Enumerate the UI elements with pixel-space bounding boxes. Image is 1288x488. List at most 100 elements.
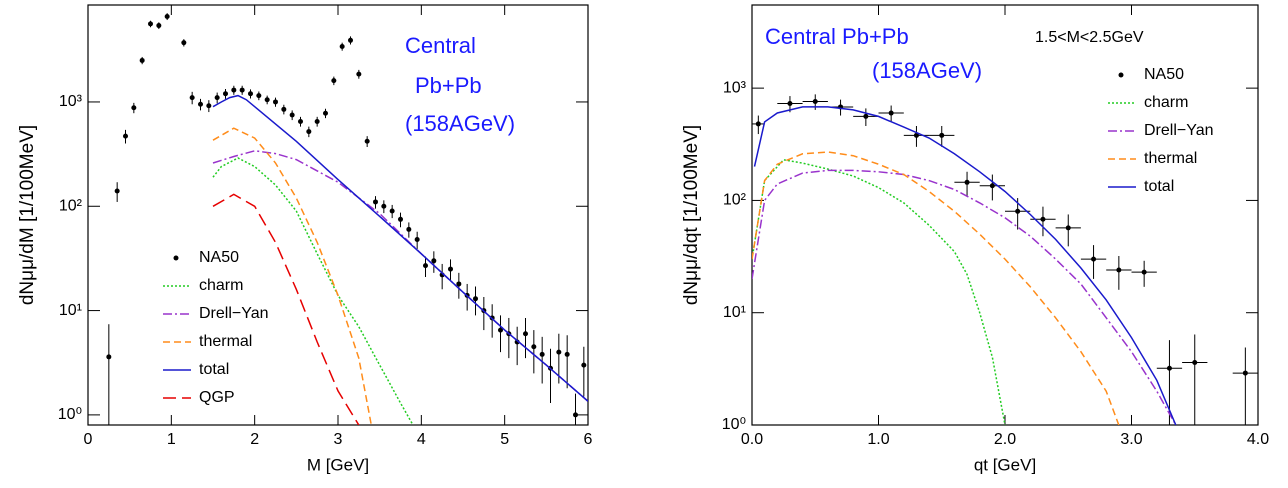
data-point bbox=[1166, 365, 1172, 371]
data-point bbox=[198, 101, 203, 107]
data-point bbox=[498, 327, 503, 333]
data-point bbox=[364, 138, 370, 144]
y-tick-label: 10² bbox=[723, 192, 747, 209]
legend-label: charm bbox=[199, 277, 243, 294]
annotation: Central bbox=[405, 33, 476, 58]
legend-label: charm bbox=[1144, 94, 1188, 111]
data-point bbox=[456, 281, 462, 287]
data-point bbox=[248, 91, 253, 97]
data-point bbox=[189, 95, 195, 101]
data-point bbox=[863, 113, 869, 119]
x-tick-label: 1 bbox=[167, 431, 176, 448]
curve bbox=[212, 157, 414, 425]
data-point bbox=[556, 349, 562, 355]
data-point bbox=[206, 103, 212, 109]
x-tick-label: 2.0 bbox=[994, 431, 1016, 448]
annotation: Central Pb+Pb bbox=[765, 24, 909, 49]
curve bbox=[753, 106, 1177, 425]
x-tick-label: 4.0 bbox=[1247, 431, 1269, 448]
legend-marker bbox=[173, 255, 179, 261]
data-point bbox=[223, 91, 228, 97]
data-point bbox=[1065, 225, 1071, 231]
legend-label: Drell−Yan bbox=[1144, 122, 1214, 139]
data-point bbox=[423, 263, 428, 269]
data-point bbox=[1192, 360, 1198, 366]
data-point bbox=[888, 110, 894, 116]
legend-label: total bbox=[199, 361, 229, 378]
y-tick-label: 10¹ bbox=[723, 304, 746, 321]
data-point bbox=[1141, 269, 1147, 275]
data-point bbox=[1091, 256, 1097, 262]
data-point bbox=[348, 37, 353, 43]
data-point bbox=[964, 179, 970, 185]
y-tick-label: 10⁰ bbox=[58, 406, 82, 423]
curve bbox=[212, 94, 588, 402]
legend-marker bbox=[1118, 72, 1124, 78]
data-point bbox=[264, 97, 270, 103]
data-point bbox=[755, 121, 761, 127]
x-tick-label: 3 bbox=[334, 431, 343, 448]
annotation: Pb+Pb bbox=[415, 73, 482, 98]
legend-label: NA50 bbox=[1144, 66, 1184, 83]
x-tick-label: 3.0 bbox=[1120, 431, 1142, 448]
curve bbox=[752, 158, 1006, 425]
data-point bbox=[306, 129, 312, 135]
data-point bbox=[231, 87, 237, 93]
data-point bbox=[406, 226, 412, 232]
data-point bbox=[289, 112, 295, 118]
data-point bbox=[164, 13, 170, 19]
curve bbox=[212, 150, 588, 402]
x-tick-label: 1.0 bbox=[867, 431, 889, 448]
y-axis-label: dNμμ/dM [1/100MeV] bbox=[17, 125, 38, 305]
data-point bbox=[939, 132, 945, 138]
x-tick-label: 4 bbox=[417, 431, 426, 448]
data-point bbox=[181, 40, 187, 46]
legend-label: NA50 bbox=[199, 249, 239, 266]
x-tick-label: 6 bbox=[584, 431, 593, 448]
data-point bbox=[473, 296, 478, 302]
data-point bbox=[989, 183, 995, 189]
legend-label: QGP bbox=[199, 389, 235, 406]
data-point bbox=[323, 110, 328, 116]
y-tick-label: 10³ bbox=[723, 79, 747, 96]
legend-label: thermal bbox=[1144, 150, 1197, 167]
x-tick-label: 0.0 bbox=[741, 431, 763, 448]
data-point bbox=[1040, 216, 1046, 222]
data-point bbox=[414, 237, 420, 243]
data-point bbox=[381, 203, 387, 209]
legend-label: total bbox=[1144, 178, 1174, 195]
y-tick-label: 10⁰ bbox=[722, 416, 746, 433]
data-point bbox=[913, 132, 919, 138]
data-point bbox=[356, 71, 362, 77]
data-point bbox=[1116, 267, 1122, 273]
legend-label: Drell−Yan bbox=[199, 305, 269, 322]
data-point bbox=[139, 57, 145, 63]
data-point bbox=[156, 23, 162, 29]
x-tick-label: 0 bbox=[84, 431, 93, 448]
data-point bbox=[114, 188, 120, 194]
data-point bbox=[523, 331, 528, 337]
data-point bbox=[581, 362, 587, 368]
curve bbox=[212, 127, 373, 425]
curve bbox=[752, 169, 1177, 425]
data-point bbox=[373, 199, 378, 205]
data-point bbox=[314, 118, 320, 124]
curve bbox=[212, 193, 360, 425]
data-point bbox=[214, 95, 220, 101]
data-point bbox=[106, 354, 112, 360]
data-point bbox=[239, 87, 245, 93]
y-tick-label: 10³ bbox=[59, 93, 83, 110]
data-point bbox=[389, 208, 395, 214]
y-tick-label: 10¹ bbox=[59, 302, 82, 319]
plot-frame bbox=[87, 4, 589, 426]
data-point bbox=[431, 258, 437, 264]
legend-label: thermal bbox=[199, 333, 252, 350]
data-point bbox=[331, 78, 337, 84]
data-point bbox=[573, 412, 578, 418]
data-point bbox=[273, 99, 278, 105]
annotation: 1.5<M<2.5GeV bbox=[1035, 29, 1144, 46]
annotation: (158AGeV) bbox=[872, 58, 982, 83]
curve bbox=[752, 151, 1120, 425]
data-point bbox=[123, 133, 128, 139]
